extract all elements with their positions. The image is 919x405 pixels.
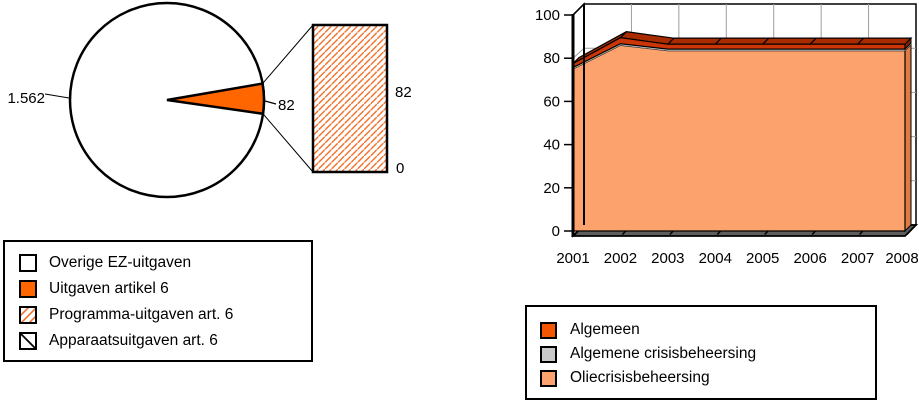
orange-hatch-swatch-icon [19,306,37,324]
x-tick-label: 2008 [885,250,918,267]
legend-label: Oliecrisisbeheersing [570,369,710,386]
area-olie-front [572,44,906,232]
y-tick-label: 20 [543,180,560,197]
x-tick-label: 2004 [699,250,732,267]
floor-tick [906,226,915,236]
callout-bar-programma [311,23,389,174]
x-tick-label: 2001 [556,250,589,267]
x-tick-label: 2006 [793,250,826,267]
black-diagonal-swatch-icon [19,332,37,350]
y-tick-label: 40 [543,137,560,154]
legend-item-algemeen: Algemeen [540,318,875,342]
label-line-overige [44,93,70,99]
bar-value-apparaats: 0 [396,160,404,177]
salmon-swatch-icon [540,369,557,387]
y-tick-label: 100 [535,7,560,24]
y-tick-label: 0 [552,223,560,240]
pie-slice-artikel-6 [166,82,266,116]
left-wall-gridline [572,47,585,59]
pie-value-overige: 1.562 [7,90,45,107]
area-olie-side [904,43,912,233]
area-legend: Algemeen Algemene crisisbeheersing Oliec… [525,305,877,400]
x-tick-label: 2002 [604,250,637,267]
band-depth-mark [714,37,722,45]
white-swatch-icon [19,254,37,272]
legend-label: Overige EZ-uitgaven [49,254,192,271]
orange-swatch-icon [19,280,37,298]
legend-label: Apparaatsuitgaven art. 6 [49,332,218,349]
band-depth-mark [809,37,817,45]
legend-item-uitgaven-artikel-6: Uitgaven artikel 6 [19,276,311,302]
x-tick-label: 2003 [651,250,684,267]
pie-value-artikel-6: 82 [278,97,295,114]
label-line-artikel-6 [264,100,277,105]
area-algemeen-side [904,36,912,51]
pie-legend: Overige EZ-uitgaven Uitgaven artikel 6 P… [3,240,313,362]
band-depth-mark [619,31,627,39]
area-chart: 0 20 40 60 80 100 2001 2002 2003 2004 2005 2006 2007… [535,2,919,267]
legend-label: Programma-uitgaven art. 6 [49,306,234,323]
callout-line-top [262,24,314,84]
legend-item-programma-uitgaven: Programma-uitgaven art. 6 [19,302,311,328]
legend-item-overige-ez-uitgaven: Overige EZ-uitgaven [19,250,311,276]
legend-item-apparaatsuitgaven: Apparaatsuitgaven art. 6 [19,328,311,354]
bar-value-programma: 82 [395,84,412,101]
x-tick-label: 2007 [841,250,874,267]
legend-label: Uitgaven artikel 6 [49,280,169,297]
x-tick-label: 2005 [746,250,779,267]
legend-item-algemene-crisisbeheersing: Algemene crisisbeheersing [540,342,875,366]
callout-line-bottom [262,113,314,173]
band-depth-mark [762,37,770,45]
gray-swatch-icon [540,345,557,363]
band-depth-mark [857,37,865,45]
legend-item-oliecrisisbeheersing: Oliecrisisbeheersing [540,366,875,390]
dark-orange-swatch-icon [540,321,557,339]
axis-depth-edge [572,3,585,16]
band-depth-mark [667,37,675,45]
y-tick-label: 60 [543,93,560,110]
legend-label: Algemeen [570,321,640,338]
legend-label: Algemene crisisbeheersing [570,345,757,362]
y-tick-label: 80 [543,50,560,67]
pie-chart: 1.562 82 82 0 [7,1,412,199]
